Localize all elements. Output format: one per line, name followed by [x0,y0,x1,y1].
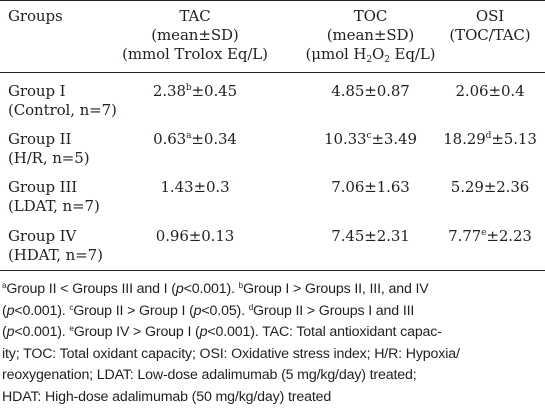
table-top-rule [0,0,545,1]
table-header-row: Groups TAC (mean±SD) (mmol Trolox Eq/L) … [0,0,545,72]
group-description: (Control, n=7) [8,101,117,119]
group-description: (LDAT, n=7) [8,197,100,215]
header-bottom-rule [0,72,545,73]
header-toc: TOC (mean±SD) (μmol H2O2 Eq/L) [298,7,443,65]
group-cell: Group I (Control, n=7) [8,82,118,120]
toc-value: 4.85±0.87 [331,82,410,100]
header-osi: OSI (TOC/TAC) [435,7,545,45]
header-toc-unit: (μmol H2O2 Eq/L) [305,45,436,65]
group-name: Group IV [8,227,77,245]
tac-value: 1.43±0.3 [160,178,230,196]
osi-value: 7.77e±2.23 [448,227,532,245]
footnote-line: (p<0.001). cGroup II > Group I (p<0.05).… [2,302,415,319]
toc-value: 10.33c±3.49 [324,130,417,148]
footnote-line: (p<0.001). eGroup IV > Group I (p<0.001)… [2,324,442,341]
footnote-line: aGroup II < Groups III and I (p<0.001). … [2,281,429,297]
header-tac-stat: (mean±SD) [151,26,239,44]
tac-value: 0.63a±0.34 [153,130,237,148]
toc-value: 7.45±2.31 [331,227,410,245]
header-toc-stat: (mean±SD) [326,26,415,44]
group-name: Group II [8,130,72,148]
header-groups: Groups [8,7,63,25]
group-name: Group III [8,178,78,196]
footnote-line: ity; TOC: Total oxidant capacity; OSI: O… [2,345,460,362]
header-toc-title: TOC [353,7,388,25]
toc-value: 7.06±1.63 [331,178,410,196]
header-tac-unit: (mmol Trolox Eq/L) [122,45,268,63]
header-osi-formula: (TOC/TAC) [449,26,531,44]
table-row: Group IV (HDAT, n=7) 0.96±0.13 7.45±2.31… [0,221,545,269]
footnote-line: reoxygenation; LDAT: Low-dose adalimumab… [2,367,417,384]
osi-value: 18.29d±5.13 [443,130,537,148]
osi-value: 2.06±0.4 [455,82,525,100]
group-description: (H/R, n=5) [8,149,90,167]
table-footnote: aGroup II < Groups III and I (p<0.001). … [2,279,542,409]
group-cell: Group III (LDAT, n=7) [8,178,118,216]
footnote-line: HDAT: High-dose adalimumab (50 mg/kg/day… [2,388,332,405]
group-description: (HDAT, n=7) [8,246,103,264]
table-row: Group III (LDAT, n=7) 1.43±0.3 7.06±1.63… [0,172,545,220]
table-bottom-rule [0,270,545,271]
group-cell: Group II (H/R, n=5) [8,130,118,168]
header-tac-title: TAC [179,7,211,25]
group-cell: Group IV (HDAT, n=7) [8,227,118,265]
tac-value: 2.38b±0.45 [152,82,238,100]
table-row: Group II (H/R, n=5) 0.63a±0.34 10.33c±3.… [0,124,545,172]
group-name: Group I [8,82,66,100]
header-tac: TAC (mean±SD) (mmol Trolox Eq/L) [120,7,270,64]
header-osi-title: OSI [475,7,505,25]
table-row: Group I (Control, n=7) 2.38b±0.45 4.85±0… [0,76,545,124]
osi-value: 5.29±2.36 [450,178,530,196]
tac-value: 0.96±0.13 [155,227,235,245]
